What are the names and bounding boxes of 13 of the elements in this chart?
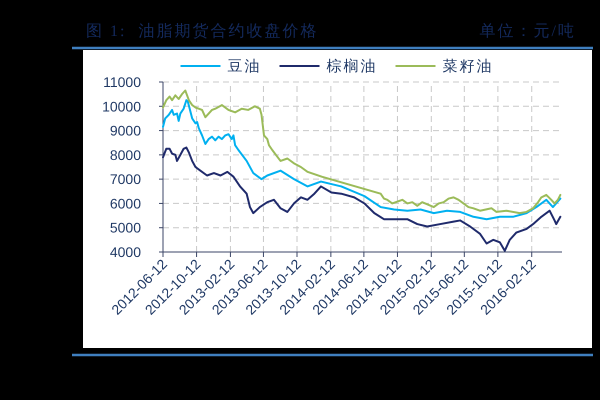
y-tick-label: 4000 xyxy=(110,244,142,260)
y-tick-label: 5000 xyxy=(110,220,142,236)
chart-title: 图 1: 油脂期货合约收盘价格 xyxy=(86,22,318,40)
y-tick-label: 11000 xyxy=(103,74,142,90)
legend-label: 菜籽油 xyxy=(442,58,494,75)
legend-label: 棕榈油 xyxy=(326,58,378,75)
text: 单位：元/吨 xyxy=(480,22,576,40)
y-tick-label: 8000 xyxy=(110,146,142,163)
y-tick-label: 6000 xyxy=(110,195,142,212)
y-tick-label: 9000 xyxy=(110,122,142,139)
y-tick-label: 10000 xyxy=(102,98,142,114)
legend-label: 豆油 xyxy=(228,58,262,75)
y-tick-label: 7000 xyxy=(110,171,142,188)
